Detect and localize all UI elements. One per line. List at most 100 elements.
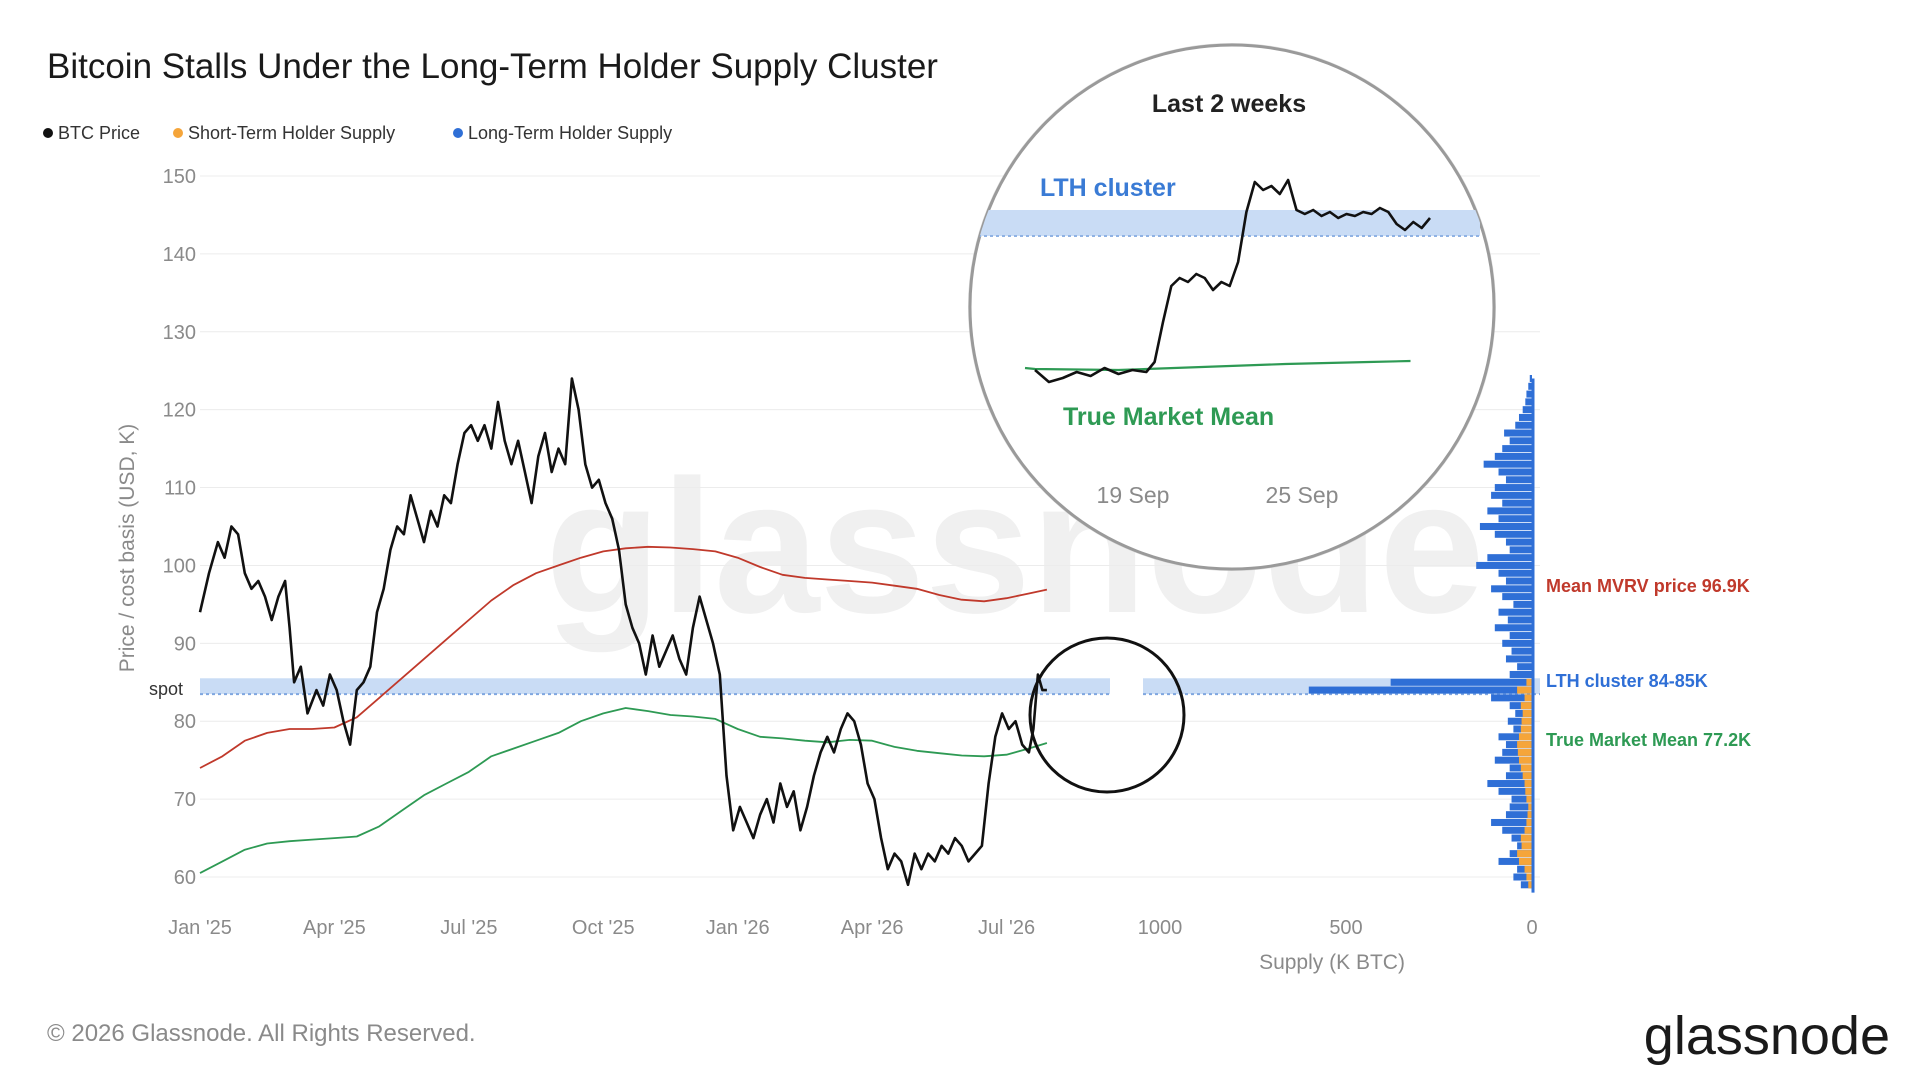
lth-supply-bar: [1505, 811, 1532, 819]
lth-supply-bar: [1491, 491, 1532, 499]
inset-price-line: [1034, 178, 1432, 384]
sth-supply-bar: [1522, 772, 1532, 780]
sth-supply-bar: [1520, 702, 1532, 710]
lth-supply-bar: [1507, 616, 1532, 624]
y-tick-label: 60: [174, 867, 196, 889]
btc-price-line: [198, 377, 1047, 887]
mvrv-line: [199, 545, 1048, 769]
spot-label: spot: [149, 679, 183, 699]
lth-supply-bar: [1509, 670, 1532, 678]
lth-supply-bar: [1509, 546, 1532, 554]
inset-title: Last 2 weeks: [1152, 90, 1306, 118]
true-market-mean-line: [199, 707, 1048, 874]
sth-supply-bar: [1522, 709, 1532, 717]
tmm-label: True Market Mean 77.2K: [1546, 730, 1751, 750]
lth-supply-bar: [1491, 694, 1532, 702]
sth-supply-bar: [1521, 717, 1532, 725]
lth-supply-bar: [1502, 826, 1532, 834]
lth-supply-bar: [1517, 663, 1532, 671]
y-tick-label: 140: [163, 244, 196, 266]
inset-lth-band: [970, 210, 1480, 236]
inset-x-tick: 19 Sep: [1097, 482, 1170, 508]
lth-supply-bar: [1529, 375, 1532, 383]
x-tick-label: Jan '26: [706, 917, 770, 939]
sth-supply-bar: [1528, 881, 1532, 889]
lth-supply-bar: [1502, 499, 1532, 507]
legend-marker: [453, 128, 463, 138]
legend-item: Short-Term Holder Supply: [173, 123, 395, 143]
inset-zoom: Last 2 weeks LTH cluster True Market Mea…: [968, 43, 1496, 571]
y-tick-label: 70: [174, 789, 196, 811]
sth-supply-bar: [1526, 873, 1532, 881]
lth-supply-bar: [1502, 445, 1532, 453]
sth-supply-bar: [1524, 826, 1532, 834]
supply-axis: 1000 500 0: [1138, 917, 1538, 939]
sth-supply-bar: [1520, 725, 1532, 733]
highlight-circle: [1028, 636, 1186, 794]
copyright: © 2026 Glassnode. All Rights Reserved.: [47, 1020, 476, 1047]
lth-supply-bar: [1491, 818, 1532, 826]
legend-item: BTC Price: [43, 123, 140, 143]
brand-logo: glassnode: [1644, 1006, 1890, 1066]
legend-marker: [173, 128, 183, 138]
lth-supply-bar: [1505, 655, 1532, 663]
lth-supply-bar: [1498, 515, 1532, 523]
lth-supply-bar: [1483, 460, 1532, 468]
lth-supply-bar: [1513, 873, 1532, 881]
lth-supply-bar: [1505, 772, 1532, 780]
supply-distribution: [1308, 375, 1535, 893]
sth-supply-bar: [1518, 857, 1532, 865]
legend: BTC Price Short-Term Holder Supply Long-Te…: [43, 123, 672, 143]
supply-tick-label: 0: [1526, 917, 1537, 939]
sth-supply-bar: [1524, 694, 1532, 702]
sth-supply-bar: [1526, 678, 1532, 686]
lth-supply-bar: [1487, 507, 1532, 515]
x-tick-label: Jul '26: [978, 917, 1035, 939]
x-tick-label: Apr '25: [303, 917, 366, 939]
lth-supply-bar: [1502, 639, 1532, 647]
lth-supply-bar: [1522, 406, 1532, 414]
lth-supply-bar: [1494, 530, 1532, 538]
lth-supply-bar: [1498, 857, 1532, 865]
lth-supply-bar: [1498, 608, 1532, 616]
supply-axis-title: Supply (K BTC): [1259, 951, 1405, 974]
x-tick-label: Oct '25: [572, 917, 635, 939]
inset-lth-label: LTH cluster: [1040, 174, 1176, 202]
inset-tmm-label: True Market Mean: [1063, 403, 1274, 431]
lth-supply-bar: [1520, 881, 1532, 889]
sth-supply-bar: [1520, 834, 1532, 842]
series-lines: [198, 377, 1048, 887]
sth-supply-bar: [1527, 811, 1532, 819]
lth-supply-bar: [1479, 522, 1532, 531]
lth-supply-bar: [1390, 678, 1532, 686]
sth-supply-bar: [1524, 865, 1532, 873]
lth-supply-bar: [1476, 561, 1532, 569]
legend-label: Short-Term Holder Supply: [188, 123, 395, 143]
mvrv-label: Mean MVRV price 96.9K: [1546, 576, 1750, 596]
sth-supply-bar: [1524, 780, 1532, 788]
lth-supply-bar: [1494, 452, 1532, 460]
lth-supply-bar: [1515, 421, 1532, 429]
lth-supply-bar: [1518, 413, 1532, 421]
lth-supply-bar: [1502, 593, 1532, 601]
lth-supply-bar: [1504, 429, 1532, 437]
y-tick-label: 80: [174, 711, 196, 733]
lth-supply-bar: [1509, 803, 1532, 811]
x-tick-label: Jan '25: [168, 917, 232, 939]
lth-supply-bar: [1528, 382, 1532, 390]
legend-marker: [43, 128, 53, 138]
sth-supply-bar: [1526, 795, 1532, 803]
x-tick-label: Jul '25: [440, 917, 497, 939]
sth-supply-bar: [1525, 787, 1532, 795]
y-tick-label: 90: [174, 633, 196, 655]
x-tick-label: Apr '26: [841, 917, 904, 939]
supply-tick-label: 1000: [1138, 917, 1183, 939]
lth-supply-bar: [1487, 554, 1532, 562]
sth-supply-bar: [1517, 741, 1532, 749]
sth-supply-bar: [1520, 764, 1532, 772]
sth-supply-bar: [1518, 756, 1532, 764]
y-tick-label: 110: [164, 478, 196, 500]
lth-supply-bar: [1494, 756, 1532, 764]
y-tick-label: 100: [163, 555, 196, 577]
